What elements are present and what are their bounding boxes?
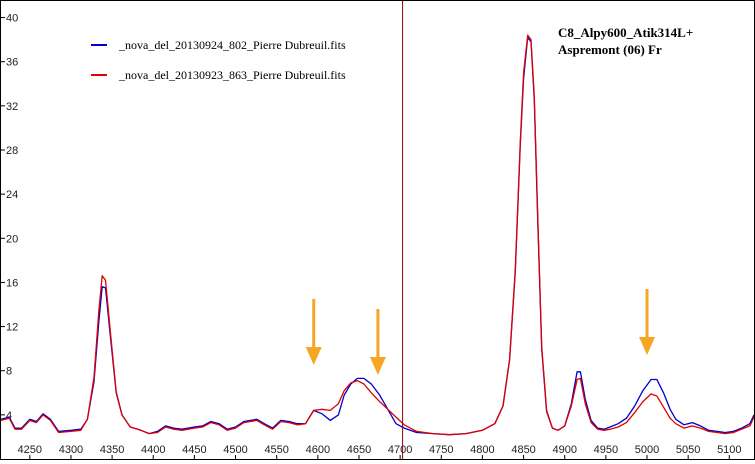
x-tick-label-4700: 4700: [388, 444, 412, 456]
x-tick-label-4900: 4900: [552, 444, 576, 456]
x-tick-label-4850: 4850: [511, 444, 535, 456]
x-tick-label-4450: 4450: [182, 444, 206, 456]
legend-label-2: _nova_del_20130923_863_Pierre Dubreuil.f…: [118, 68, 346, 82]
x-tick-label-5000: 5000: [635, 444, 659, 456]
y-tick-label-4: 4: [6, 410, 12, 422]
x-tick-label-4650: 4650: [347, 444, 371, 456]
legend: _nova_del_20130924_802_Pierre Dubreuil.f…: [91, 38, 346, 82]
arrow-icon: [369, 309, 386, 375]
x-tick-label-4250: 4250: [18, 444, 42, 456]
series-line-2: [0, 34, 755, 436]
series-lines: [0, 34, 755, 436]
annotation-line-1: C8_Alpy600_Atik314L+: [558, 25, 693, 40]
x-tick-label-4350: 4350: [100, 444, 124, 456]
annotation-line-2: Aspremont (06) Fr: [558, 42, 662, 57]
y-tick-label-12: 12: [6, 322, 18, 334]
y-tick-label-40: 40: [6, 13, 18, 25]
x-tick-label-4950: 4950: [594, 444, 618, 456]
x-tick-label-5050: 5050: [676, 444, 700, 456]
y-tick-label-24: 24: [6, 189, 18, 201]
arrow-head: [305, 347, 322, 365]
legend-label-1: _nova_del_20130924_802_Pierre Dubreuil.f…: [118, 38, 346, 52]
y-tick-label-8: 8: [6, 366, 12, 378]
y-tick-label-36: 36: [6, 57, 18, 69]
x-tick-label-4750: 4750: [429, 444, 453, 456]
x-tick-label-4500: 4500: [223, 444, 247, 456]
annotation: C8_Alpy600_Atik314L+ Aspremont (06) Fr: [558, 25, 693, 57]
axis-ticks: 4 8 12 16 20 24 28 32 36 40 4250 4300 4350 4400 4450 45…: [1, 13, 742, 459]
arrow-markers: [305, 289, 656, 375]
x-tick-label-4550: 4550: [264, 444, 288, 456]
x-tick-label-4300: 4300: [59, 444, 83, 456]
y-tick-label-32: 32: [6, 101, 18, 113]
x-tick-label-5100: 5100: [717, 444, 741, 456]
y-tick-label-28: 28: [6, 145, 18, 157]
y-tick-label-20: 20: [6, 233, 18, 245]
y-tick-label-16: 16: [6, 277, 18, 289]
arrow-head: [369, 357, 386, 375]
x-tick-label-4800: 4800: [470, 444, 494, 456]
arrow-icon: [639, 289, 656, 355]
arrow-head: [639, 337, 656, 355]
arrow-icon: [305, 299, 322, 365]
x-tick-label-4600: 4600: [306, 444, 330, 456]
x-tick-label-4400: 4400: [141, 444, 165, 456]
